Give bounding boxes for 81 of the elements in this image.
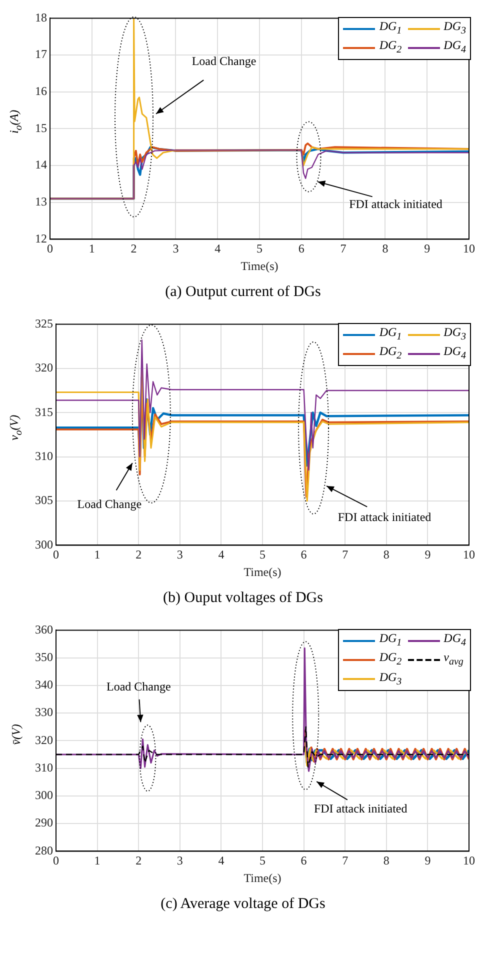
legend-label: DG$_{2}$: [379, 344, 402, 364]
x-axis-title: Time(s): [240, 258, 278, 273]
y-tick-label: 325: [35, 316, 53, 330]
x-tick-label: 10: [463, 854, 475, 868]
x-tick-label: 7: [342, 854, 348, 868]
annotation: FDI attack initiated: [314, 802, 408, 816]
x-tick-label: 8: [382, 242, 388, 256]
legend-label: DG$_{4}$: [444, 344, 466, 364]
y-tick-label: 12: [35, 231, 47, 246]
x-tick-label: 6: [298, 242, 304, 256]
x-tick-label: 2: [130, 242, 137, 256]
x-tick-label: 1: [94, 548, 100, 562]
annotation: FDI attack initiated: [338, 510, 432, 524]
x-tick-label: 1: [88, 242, 95, 256]
text: (c) Average voltage of DGs: [160, 895, 326, 914]
x-tick-label: 10: [463, 548, 475, 562]
annotation: Load Change: [192, 54, 256, 68]
x-tick-label: 2: [136, 854, 142, 868]
text: (b) Ouput voltages of DGs: [162, 589, 324, 608]
y-tick-label: 15: [35, 120, 47, 135]
x-tick-label: 4: [218, 548, 224, 562]
x-tick-label: 8: [383, 548, 390, 562]
x-tick-label: 6: [300, 854, 307, 868]
legend-label: DG$_{3}$: [379, 670, 402, 690]
y-tick-label: 280: [35, 843, 53, 858]
legend-label: DG$_{2}$: [379, 650, 402, 670]
y-tick-label: 305: [35, 493, 53, 508]
y-tick-label: 310: [35, 448, 53, 463]
legend-label: DG$_{3}$: [444, 19, 466, 38]
legend-label: DG$_{1}$: [379, 19, 402, 38]
x-tick-label: 5: [260, 548, 266, 562]
y-tick-label: 17: [35, 47, 47, 62]
y-tick-label: 340: [35, 678, 53, 692]
legend-label: DG$_{3}$: [444, 325, 466, 344]
annotation: Load Change: [106, 679, 171, 694]
y-tick-label: 13: [35, 194, 47, 209]
x-tick-label: 2: [136, 548, 142, 562]
x-tick-label: 0: [53, 548, 59, 562]
y-tick-label: 320: [35, 732, 53, 747]
y-tick-label: 300: [35, 537, 53, 552]
annotation: FDI attack initiated: [349, 196, 442, 211]
legend-label: v$_{avg}$: [444, 650, 464, 670]
x-tick-label: 3: [172, 242, 179, 256]
y-tick-label: 14: [35, 158, 47, 172]
x-tick-label: 7: [342, 548, 348, 562]
x-axis-title: Time(s): [244, 564, 282, 579]
y-tick-label: 300: [35, 788, 53, 802]
y-tick-label: 315: [35, 404, 53, 419]
y-tick-label: 310: [35, 760, 53, 774]
x-tick-label: 3: [176, 548, 183, 562]
annotation: Load Change: [77, 497, 142, 512]
x-tick-label: 8: [383, 854, 390, 868]
y-tick-label: 290: [35, 816, 53, 830]
legend-label: DG$_{1}$: [379, 631, 402, 650]
x-axis-title: Time(s): [244, 870, 282, 885]
x-tick-label: 9: [424, 242, 430, 256]
y-tick-label: 360: [35, 622, 53, 636]
y-tick-label: 18: [35, 10, 47, 24]
x-tick-label: 5: [256, 242, 262, 256]
x-tick-label: 10: [463, 242, 475, 256]
x-tick-label: 9: [424, 548, 431, 562]
legend-label: DG$_{1}$: [379, 325, 402, 344]
y-tick-label: 350: [35, 650, 53, 664]
y-tick-label: 16: [35, 84, 47, 98]
x-tick-label: 1: [94, 854, 100, 868]
x-tick-label: 9: [424, 854, 431, 868]
text: (a) Output current of DGs: [164, 283, 322, 302]
x-tick-label: 6: [300, 548, 307, 562]
y-axis-title: v̄(V): [8, 724, 24, 744]
x-tick-label: 0: [53, 854, 59, 868]
legend-label: DG$_{4}$: [444, 631, 466, 650]
y-tick-label: 320: [35, 360, 53, 375]
legend-label: DG$_{4}$: [444, 38, 466, 58]
x-tick-label: 0: [47, 242, 53, 256]
x-tick-label: 7: [340, 242, 346, 256]
y-tick-label: 330: [35, 705, 53, 720]
x-tick-label: 3: [176, 854, 183, 868]
x-tick-label: 4: [214, 242, 221, 256]
legend-label: DG$_{2}$: [379, 38, 402, 58]
x-tick-label: 5: [260, 854, 266, 868]
x-tick-label: 4: [218, 854, 224, 868]
